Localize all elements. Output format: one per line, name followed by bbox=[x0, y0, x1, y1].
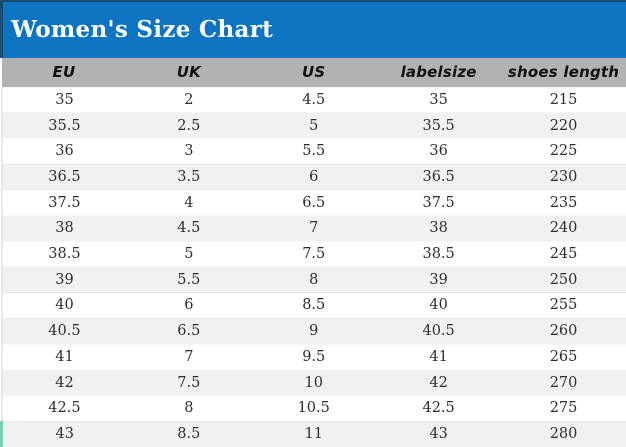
table-cell: 38 bbox=[429, 220, 448, 237]
table-cell: 35.5 bbox=[422, 117, 455, 134]
table-cell: 7.5 bbox=[177, 374, 201, 391]
table-header: EU UK US labelsize shoes length bbox=[1, 58, 626, 87]
table-cell: 37.5 bbox=[0, 189, 127, 216]
table-row: 40 6 8.5 40 255 bbox=[0, 292, 626, 319]
table-cell: 240 bbox=[549, 220, 578, 237]
table-cell: 6.5 bbox=[302, 194, 326, 211]
table-row: 36 3 5.5 36 225 bbox=[0, 138, 626, 165]
table-cell: 10.5 bbox=[297, 400, 330, 417]
table-cell: 2.5 bbox=[177, 117, 201, 134]
table-row: 42 7.5 10 42 270 bbox=[0, 369, 626, 396]
table-cell: 280 bbox=[549, 426, 578, 443]
table-cell: 6 bbox=[309, 168, 319, 185]
table-cell: 42.5 bbox=[422, 400, 455, 417]
table-row: 36.5 3.5 6 36.5 230 bbox=[0, 164, 626, 190]
column-header: UK bbox=[126, 58, 252, 87]
table-cell: 41 bbox=[429, 348, 448, 365]
column-header: EU bbox=[1, 58, 127, 87]
table-cell: 36 bbox=[0, 138, 127, 165]
table-cell: 4 bbox=[184, 194, 194, 211]
table-body: 35 2 4.5 35 215 35.5 2.5 5 35.5 220 36 3 5.5 36 225 36.… bbox=[0, 87, 626, 447]
table-cell: 40 bbox=[429, 297, 448, 314]
table-cell: 245 bbox=[549, 246, 578, 263]
table-cell: 4.5 bbox=[177, 220, 201, 237]
table-row: 37.5 4 6.5 37.5 235 bbox=[0, 189, 626, 216]
table-cell: 43 bbox=[429, 426, 448, 443]
table-cell: 3.5 bbox=[177, 168, 201, 185]
table-row: 38 4.5 7 38 240 bbox=[0, 215, 626, 242]
table-cell: 5 bbox=[309, 117, 319, 134]
table-cell: 260 bbox=[549, 323, 578, 340]
table-cell: 215 bbox=[549, 91, 578, 108]
table-row: 35 2 4.5 35 215 bbox=[0, 87, 626, 113]
table-cell: 40 bbox=[0, 292, 127, 319]
table-cell: 225 bbox=[549, 143, 578, 160]
table-row: 39 5.5 8 39 250 bbox=[0, 266, 626, 293]
column-header: labelsize bbox=[376, 58, 502, 87]
table-cell: 265 bbox=[549, 348, 578, 365]
table-cell: 36.5 bbox=[422, 168, 455, 185]
table-cell: 39 bbox=[0, 266, 127, 293]
table-cell: 6 bbox=[184, 297, 194, 314]
table-cell: 255 bbox=[549, 297, 578, 314]
table-cell: 35.5 bbox=[0, 112, 127, 139]
table-cell: 39 bbox=[429, 271, 448, 288]
column-header: shoes length bbox=[501, 58, 626, 87]
table-cell: 9 bbox=[309, 323, 319, 340]
table-cell: 40.5 bbox=[0, 318, 127, 345]
table-cell: 8.5 bbox=[177, 426, 201, 443]
table-cell: 10 bbox=[304, 374, 323, 391]
table-cell: 4.5 bbox=[302, 91, 326, 108]
table-cell: 8.5 bbox=[302, 297, 326, 314]
title-bar: Women's Size Chart bbox=[0, 0, 626, 58]
table-cell: 7 bbox=[309, 220, 319, 237]
table-cell: 8 bbox=[184, 400, 194, 417]
table-cell: 220 bbox=[549, 117, 578, 134]
table-cell: 36 bbox=[429, 143, 448, 160]
table-cell: 35 bbox=[429, 91, 448, 108]
table-cell: 5.5 bbox=[302, 143, 326, 160]
table-cell: 5 bbox=[184, 246, 194, 263]
table-cell: 7 bbox=[184, 348, 194, 365]
table-cell: 235 bbox=[549, 194, 578, 211]
table-cell: 40.5 bbox=[422, 323, 455, 340]
table-cell: 3 bbox=[184, 143, 194, 160]
table-cell: 42 bbox=[0, 369, 127, 396]
page-title: Women's Size Chart bbox=[11, 15, 274, 43]
table-cell: 8 bbox=[309, 271, 319, 288]
table-cell: 275 bbox=[549, 400, 578, 417]
column-header: US bbox=[251, 58, 377, 87]
table-cell: 230 bbox=[549, 168, 578, 185]
table-cell: 7.5 bbox=[302, 246, 326, 263]
table-cell: 9.5 bbox=[302, 348, 326, 365]
table-row: 40.5 6.5 9 40.5 260 bbox=[0, 318, 626, 345]
table-cell: 270 bbox=[549, 374, 578, 391]
table-cell: 43 bbox=[0, 421, 127, 447]
table-row: 43 8.5 11 43 280 bbox=[0, 421, 626, 447]
table-cell: 2 bbox=[184, 91, 194, 108]
table-cell: 42.5 bbox=[0, 395, 127, 422]
table-cell: 38.5 bbox=[422, 246, 455, 263]
table-cell: 41 bbox=[0, 344, 127, 370]
table-cell: 42 bbox=[429, 374, 448, 391]
table-cell: 37.5 bbox=[422, 194, 455, 211]
table-row: 38.5 5 7.5 38.5 245 bbox=[0, 241, 626, 267]
table-row: 41 7 9.5 41 265 bbox=[0, 344, 626, 370]
table-cell: 11 bbox=[304, 426, 323, 443]
table-cell: 250 bbox=[549, 271, 578, 288]
table-cell: 36.5 bbox=[0, 164, 127, 190]
table-row: 42.5 8 10.5 42.5 275 bbox=[0, 395, 626, 422]
table-cell: 5.5 bbox=[177, 271, 201, 288]
size-chart-table: EU UK US labelsize shoes length 35 2 4.5 35 215 3… bbox=[0, 58, 626, 447]
table-cell: 35 bbox=[0, 87, 127, 113]
table-cell: 38 bbox=[0, 215, 127, 242]
header-row: EU UK US labelsize shoes length bbox=[1, 58, 626, 87]
table-row: 35.5 2.5 5 35.5 220 bbox=[0, 112, 626, 139]
table-cell: 6.5 bbox=[177, 323, 201, 340]
table-cell: 38.5 bbox=[0, 241, 127, 267]
